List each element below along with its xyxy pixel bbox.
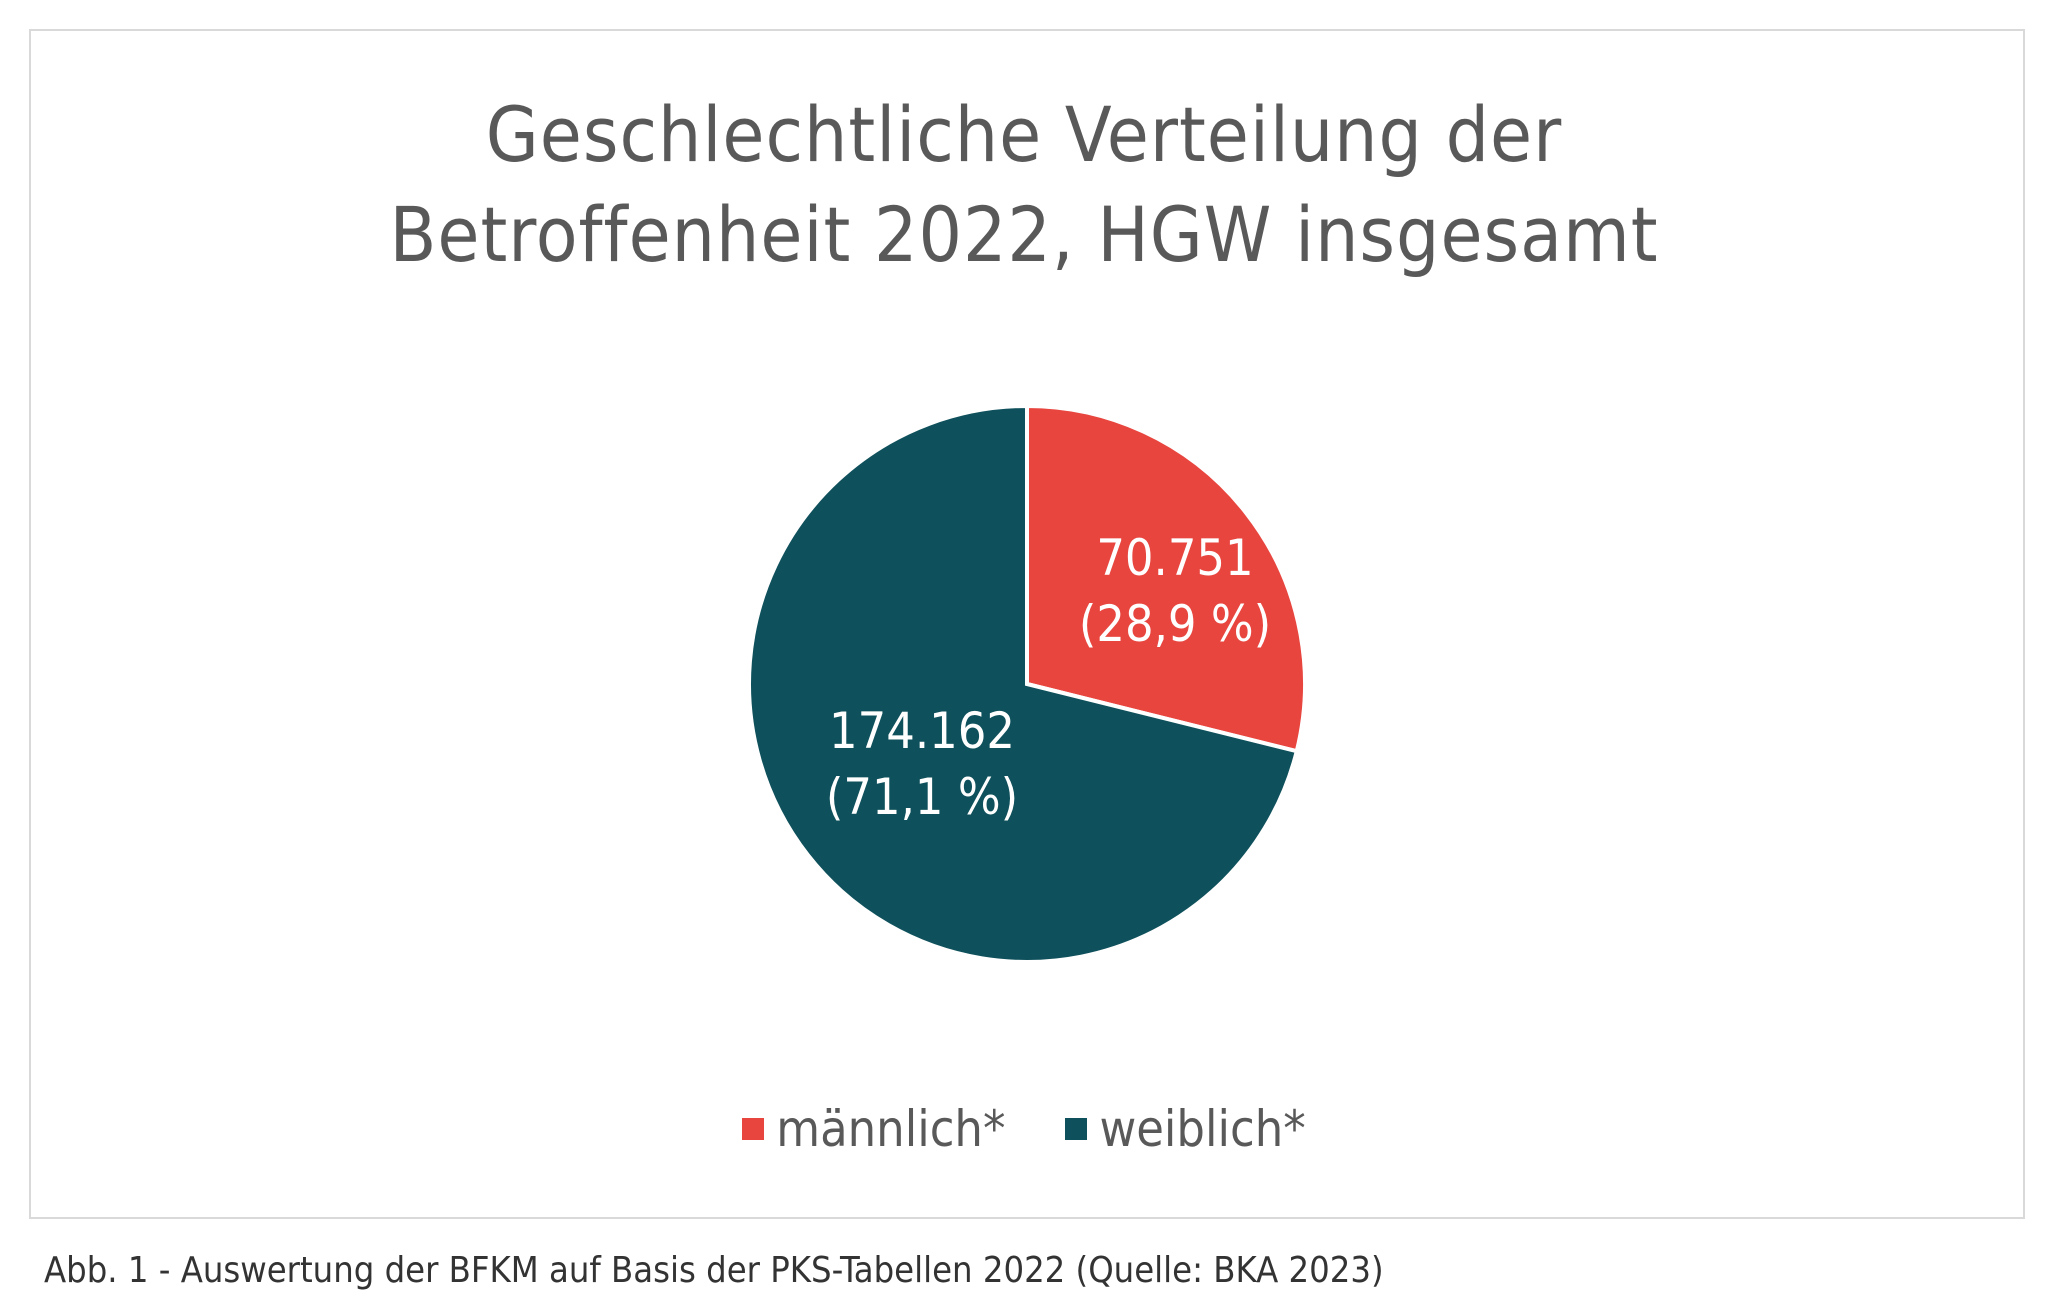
legend-label-weiblich: weiblich* — [1099, 1100, 1306, 1158]
legend-item-weiblich: weiblich* — [1065, 1100, 1306, 1158]
legend-swatch-weiblich — [1065, 1118, 1088, 1140]
legend-item-maennlich: männlich* — [742, 1100, 1005, 1158]
pie-slice-weiblich — [747, 403, 1300, 964]
pie-slice-maennlich — [1025, 403, 1307, 754]
chart-title: Geschlechtliche Verteilung der Betroffen… — [0, 85, 2048, 285]
data-label-value-weiblich: 174.162 — [829, 702, 1015, 760]
chart-frame — [29, 29, 2025, 1219]
legend-swatch-maennlich — [742, 1118, 765, 1140]
legend-label-maennlich: männlich* — [776, 1100, 1006, 1158]
legend: männlich* weiblich* — [0, 1100, 2048, 1158]
data-label-value-maennlich: 70.751 — [1096, 529, 1253, 587]
title-line-1: Geschlechtliche Verteilung der — [485, 90, 1563, 179]
data-label-percent-weiblich: (71,1 %) — [826, 768, 1018, 826]
title-line-2: Betroffenheit 2022, HGW insgesamt — [389, 190, 1659, 279]
figure-caption: Abb. 1 - Auswertung der BFKM auf Basis d… — [44, 1250, 1384, 1291]
data-label-percent-maennlich: (28,9 %) — [1079, 595, 1271, 653]
